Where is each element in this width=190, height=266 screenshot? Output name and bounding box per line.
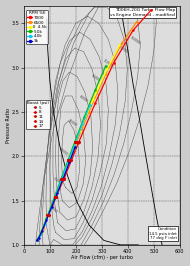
Text: Condition
14.5 psia inlet
77 deg F inlet: Condition 14.5 psia inlet 77 deg F inlet xyxy=(149,227,177,240)
Text: 95000: 95000 xyxy=(90,74,101,83)
Text: 110000: 110000 xyxy=(102,58,114,68)
X-axis label: Air Flow (cfm) - per turbo: Air Flow (cfm) - per turbo xyxy=(71,255,133,260)
Text: 50000: 50000 xyxy=(58,147,69,156)
Text: 80000: 80000 xyxy=(78,94,88,103)
Text: 150000: 150000 xyxy=(130,36,142,46)
Text: 130000: 130000 xyxy=(117,45,129,55)
Y-axis label: Pressure Ratio: Pressure Ratio xyxy=(6,108,11,143)
Text: TD06H-20G Turbo Flow Map
vs Engine Demand - modified: TD06H-20G Turbo Flow Map vs Engine Deman… xyxy=(110,8,175,16)
Text: 35000: 35000 xyxy=(52,177,62,186)
Text: 20000: 20000 xyxy=(48,205,58,214)
Legend: 5, 8, 11, 14, 17: 5, 8, 11, 14, 17 xyxy=(26,100,50,129)
Text: 65000: 65000 xyxy=(67,118,77,127)
